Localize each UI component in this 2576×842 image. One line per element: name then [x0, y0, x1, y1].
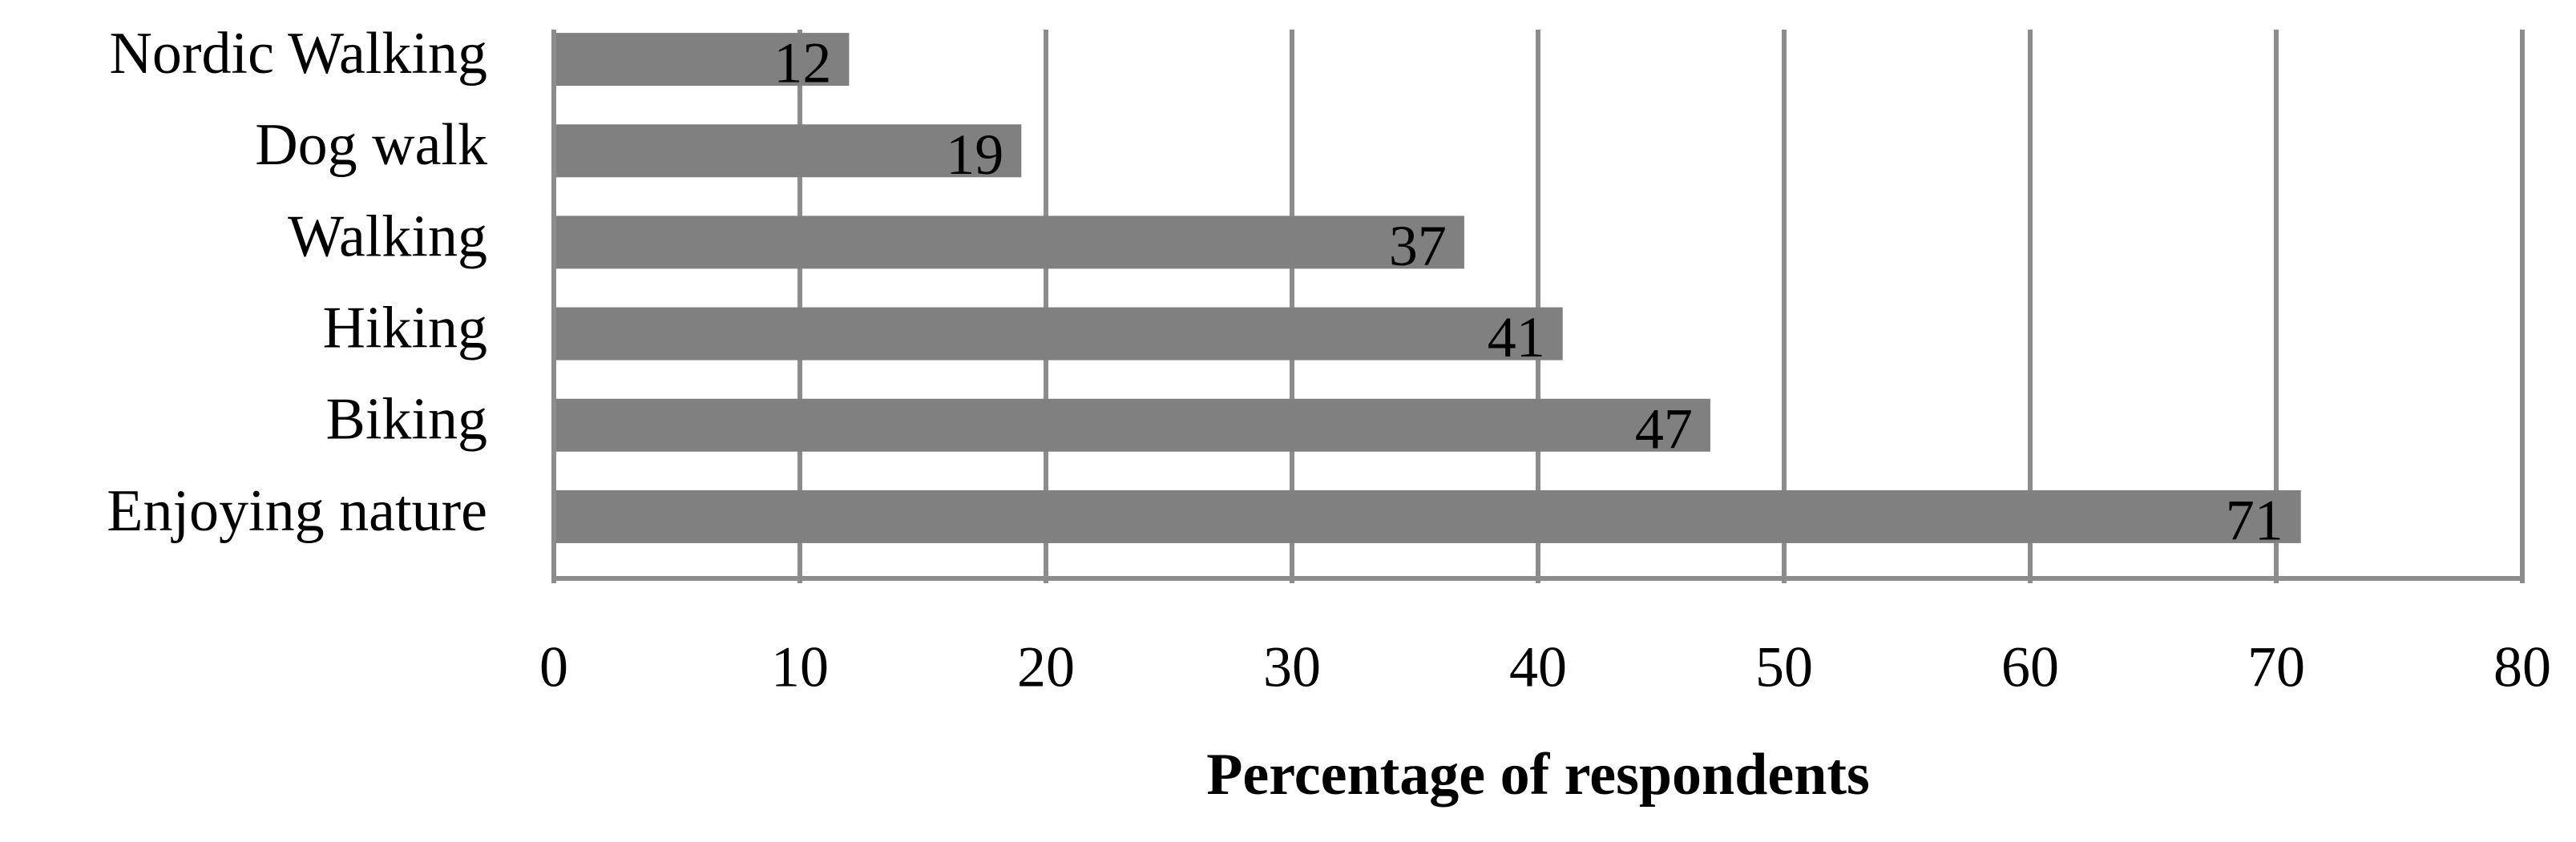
x-tick-label: 40	[1509, 635, 1567, 699]
bar	[554, 489, 2301, 543]
x-tick-label: 70	[2247, 635, 2305, 699]
y-tick-label: Walking	[288, 203, 487, 269]
value-label: 41	[1488, 305, 1545, 369]
value-label: 47	[1635, 397, 1693, 461]
x-tick-label: 0	[539, 635, 568, 699]
x-axis-label: Percentage of respondents	[1206, 742, 1870, 808]
y-tick-label: Biking	[326, 387, 487, 453]
bar	[554, 33, 850, 87]
x-tick-label: 20	[1017, 635, 1075, 699]
value-label: 12	[773, 31, 831, 95]
value-label: 19	[946, 123, 1003, 187]
value-label: 37	[1389, 214, 1447, 278]
bar	[554, 216, 1464, 269]
y-tick-label: Dog walk	[255, 112, 487, 178]
x-tick-label: 30	[1263, 635, 1321, 699]
y-tick-label: Enjoying nature	[107, 478, 487, 544]
x-tick-label: 80	[2493, 635, 2551, 699]
x-tick-label: 50	[1755, 635, 1813, 699]
bar	[554, 398, 1710, 452]
value-label: 71	[2226, 488, 2283, 552]
y-tick-label: Hiking	[322, 296, 487, 361]
bar	[554, 307, 1563, 361]
x-tick-label: 10	[771, 635, 829, 699]
bar	[554, 124, 1022, 178]
y-tick-label: Nordic Walking	[109, 21, 487, 87]
x-tick-label: 60	[2001, 635, 2059, 699]
